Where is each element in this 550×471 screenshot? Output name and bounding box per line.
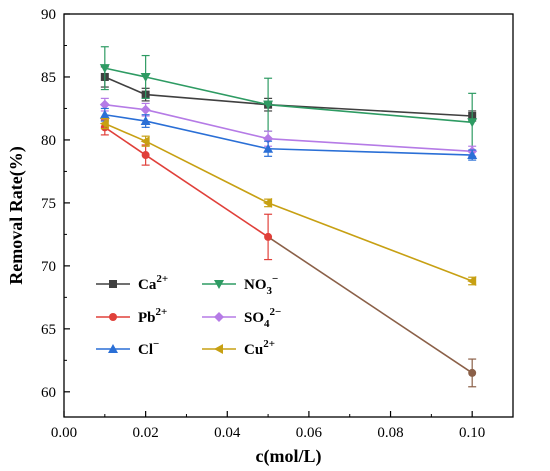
legend: Ca2+ NO3− Pb2+ SO42− Cl− Cu2+ [96, 273, 281, 358]
legend-item-cu: Cu2+ [202, 338, 275, 358]
series-line-segment [104, 122, 146, 142]
series-no [99, 46, 478, 152]
series-line-segment [145, 140, 269, 204]
data-point [263, 143, 274, 153]
plot-frame [63, 13, 514, 418]
legend-item-ca: Ca2+ [96, 273, 168, 293]
series-line-segment [104, 113, 146, 122]
data-point [264, 232, 273, 241]
series-line-segment [145, 76, 269, 106]
series-line-segment [145, 108, 269, 140]
legend-label: NO3− [244, 273, 278, 297]
series-line-segment [104, 126, 147, 156]
y-tick-label: 80 [41, 133, 56, 149]
series-line-segment [268, 103, 473, 117]
legend-item-cl: Cl− [96, 338, 159, 358]
data-point [263, 100, 274, 110]
y-tick-label: 60 [41, 385, 56, 401]
legend-item-pb: Pb2+ [96, 306, 167, 326]
series-cl [99, 107, 478, 161]
data-point [467, 118, 478, 128]
data-point [140, 116, 151, 126]
data-point [140, 72, 151, 82]
data-point [467, 150, 478, 160]
series-line-segment [104, 103, 146, 111]
legend-label: Cl− [138, 338, 159, 358]
legend-label: Pb2+ [138, 306, 167, 326]
series-line-segment [268, 137, 473, 153]
x-tick-label: 0.02 [133, 425, 159, 441]
x-tick-label: 0.06 [296, 425, 323, 441]
data-point [140, 104, 151, 115]
series-line-segment [145, 154, 269, 238]
legend-marker [214, 312, 224, 322]
legend-marker [214, 280, 224, 289]
legend-marker [109, 280, 117, 288]
plot-area [99, 46, 478, 388]
axes: 0.00 0.02 0.04 0.06 0.08 0.10 60 65 70 75 80 85 90 [41, 7, 514, 441]
y-axis-title: Removal Rate(%) [6, 146, 27, 284]
data-point [99, 99, 110, 110]
legend-item-so: SO42− [202, 306, 281, 330]
data-point [468, 368, 477, 377]
legend-label: SO42− [244, 306, 281, 330]
x-axis-title: c(mol/L) [256, 446, 322, 467]
x-tick-label: 0.00 [51, 425, 77, 441]
data-point [140, 136, 150, 147]
legend-marker [214, 344, 223, 354]
y-tick-label: 70 [41, 259, 56, 275]
x-tick-label: 0.10 [459, 425, 485, 441]
series-line-segment [145, 120, 269, 150]
x-tick-label: 0.08 [377, 425, 403, 441]
y-tick-label: 90 [41, 7, 56, 23]
series-line-segment [267, 202, 473, 282]
y-tick-label: 85 [41, 70, 56, 86]
legend-marker [108, 344, 118, 353]
series-line-segment [268, 103, 473, 124]
series-line-segment [104, 76, 146, 96]
series-pb [100, 119, 477, 388]
legend-label: Ca2+ [138, 273, 168, 293]
series-line-segment [267, 236, 473, 374]
data-point [141, 151, 150, 160]
series-line-segment [104, 67, 146, 78]
legend-marker [109, 313, 117, 321]
series-line-segment [268, 147, 473, 156]
data-point [99, 109, 110, 119]
y-tick-label: 75 [41, 196, 56, 212]
data-point [99, 118, 109, 129]
x-tick-label: 0.04 [214, 425, 241, 441]
data-point [263, 197, 273, 208]
data-point [467, 275, 477, 286]
legend-item-no: NO3− [202, 273, 278, 297]
legend-label: Cu2+ [244, 338, 275, 358]
data-point [99, 64, 110, 74]
series-cu [99, 117, 477, 286]
series-so [99, 97, 478, 157]
series-line-segment [145, 93, 269, 106]
y-tick-label: 65 [41, 322, 56, 338]
